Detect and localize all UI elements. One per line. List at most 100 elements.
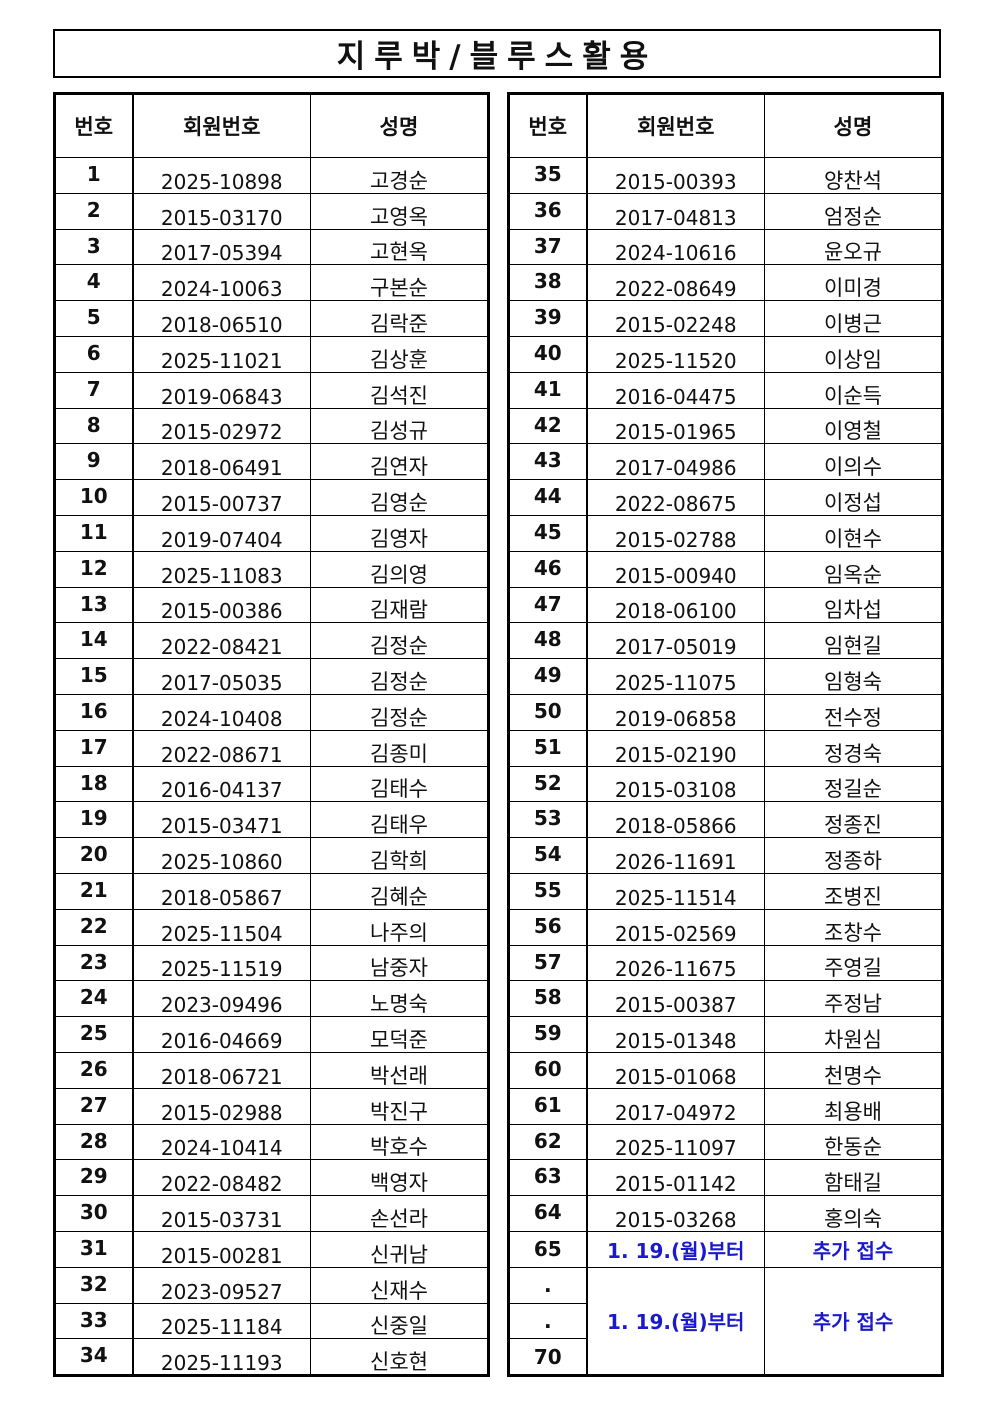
member-name: 이미경: [764, 264, 943, 302]
row-number: 39: [508, 300, 588, 337]
header-member-id: 회원번호: [132, 93, 311, 158]
row-number: 43: [508, 443, 588, 481]
table-row: 6 2025-11021 김상훈: [54, 335, 489, 373]
member-name: 손선라: [310, 1195, 489, 1232]
table-row: 42 2015-01965 이영철: [508, 407, 943, 445]
member-name: 정종진: [764, 801, 943, 839]
table-row: 21 2018-05867 김혜순: [54, 872, 489, 910]
member-id: 2015-00386: [132, 586, 311, 624]
table-row: 38 2022-08649 이미경: [508, 264, 943, 302]
member-name: 함태길: [764, 1159, 943, 1197]
table-row: 43 2017-04986 이의수: [508, 443, 943, 481]
member-id: 2015-02788: [586, 514, 765, 552]
member-name: 김락준: [310, 300, 489, 337]
row-number: 37: [508, 228, 588, 266]
member-name: 전수정: [764, 693, 943, 731]
table-row: 49 2025-11075 임형숙: [508, 658, 943, 695]
row-number: 23: [54, 944, 134, 982]
member-name: 이영철: [764, 407, 943, 445]
member-id: 2025-11083: [132, 550, 311, 588]
member-id: 2022-08671: [132, 729, 311, 767]
row-number: 4: [54, 264, 134, 302]
member-id: 2018-06721: [132, 1051, 311, 1089]
row-number: 17: [54, 729, 134, 767]
member-id: 2015-03170: [132, 192, 311, 230]
table-row: 63 2015-01142 함태길: [508, 1159, 943, 1197]
row-number: 29: [54, 1159, 134, 1197]
table-row: 52 2015-03108 정길순: [508, 765, 943, 803]
header-no: 번호: [54, 93, 134, 158]
member-name: 박선래: [310, 1051, 489, 1089]
table-row: 19 2015-03471 김태우: [54, 801, 489, 839]
member-id: 2018-06510: [132, 300, 311, 337]
table-row: 57 2026-11675 주영길: [508, 944, 943, 982]
member-name: 김연자: [310, 443, 489, 481]
member-name: 김태우: [310, 801, 489, 839]
member-id: 2025-11193: [132, 1338, 311, 1377]
member-id: 2016-04475: [586, 371, 765, 409]
table-row: 30 2015-03731 손선라: [54, 1195, 489, 1232]
member-id: 2015-00281: [132, 1230, 311, 1268]
row-number: 12: [54, 550, 134, 588]
member-name: 박진구: [310, 1087, 489, 1125]
member-id: 2025-11520: [586, 335, 765, 373]
row-number: 2: [54, 192, 134, 230]
row-number: 60: [508, 1051, 588, 1089]
row-number: 47: [508, 586, 588, 624]
member-name: 김영자: [310, 514, 489, 552]
member-name: 고영옥: [310, 192, 489, 230]
table-row: 33 2025-11184 신중일: [54, 1302, 489, 1340]
row-number: 21: [54, 872, 134, 910]
member-id: 2015-01142: [586, 1159, 765, 1197]
row-number: 30: [54, 1195, 134, 1232]
member-name: 김종미: [310, 729, 489, 767]
member-id: 2025-11021: [132, 335, 311, 373]
row-number: 49: [508, 658, 588, 695]
member-name: 임현길: [764, 622, 943, 660]
row-number: 46: [508, 550, 588, 588]
member-id: 2015-02988: [132, 1087, 311, 1125]
table-row: 9 2018-06491 김연자: [54, 443, 489, 481]
row-number: .: [508, 1266, 588, 1304]
table-row: 41 2016-04475 이순득: [508, 371, 943, 409]
member-id: 2022-08421: [132, 622, 311, 660]
table-row: 13 2015-00386 김재람: [54, 586, 489, 624]
table-row: 62 2025-11097 한동순: [508, 1123, 943, 1161]
member-name: 김학희: [310, 837, 489, 874]
table-row: 11 2019-07404 김영자: [54, 514, 489, 552]
member-id: 2017-04986: [586, 443, 765, 481]
member-name: 김정순: [310, 658, 489, 695]
member-id: 2025-11075: [586, 658, 765, 695]
row-number: 19: [54, 801, 134, 839]
member-name: 주영길: [764, 944, 943, 982]
table-row: 25 2016-04669 모덕준: [54, 1016, 489, 1053]
row-number: 9: [54, 443, 134, 481]
member-name: 김의영: [310, 550, 489, 588]
row-number: 3: [54, 228, 134, 266]
member-name: 노명숙: [310, 980, 489, 1018]
member-name: 김영순: [310, 479, 489, 516]
notice-action: 추가 접수: [764, 1230, 943, 1268]
row-number: 18: [54, 765, 134, 803]
table-row: 40 2025-11520 이상임: [508, 335, 943, 373]
member-id: 2025-10860: [132, 837, 311, 874]
header-name: 성명: [310, 93, 489, 158]
table-row: 59 2015-01348 차원심: [508, 1016, 943, 1053]
member-table-right: 번호 회원번호 성명 35 2015-00393 양찬석 36 2017-04813 엄정…: [507, 92, 944, 1378]
member-name: 나주의: [310, 908, 489, 946]
member-name: 최용배: [764, 1087, 943, 1125]
table-row: 51 2015-02190 정경숙: [508, 729, 943, 767]
row-number: 53: [508, 801, 588, 839]
row-number: 59: [508, 1016, 588, 1053]
member-id: 2024-10414: [132, 1123, 311, 1161]
row-number: 27: [54, 1087, 134, 1125]
row-number: 70: [508, 1338, 588, 1377]
member-name: 신호현: [310, 1338, 489, 1377]
notice-block-row: 70: [508, 1338, 943, 1377]
table-row: 58 2015-00387 주정남: [508, 980, 943, 1018]
member-id: 2018-05866: [586, 801, 765, 839]
header-row: 번호 회원번호 성명: [508, 93, 943, 158]
member-name: 김석진: [310, 371, 489, 409]
member-id: 2017-05019: [586, 622, 765, 660]
row-number: 13: [54, 586, 134, 624]
